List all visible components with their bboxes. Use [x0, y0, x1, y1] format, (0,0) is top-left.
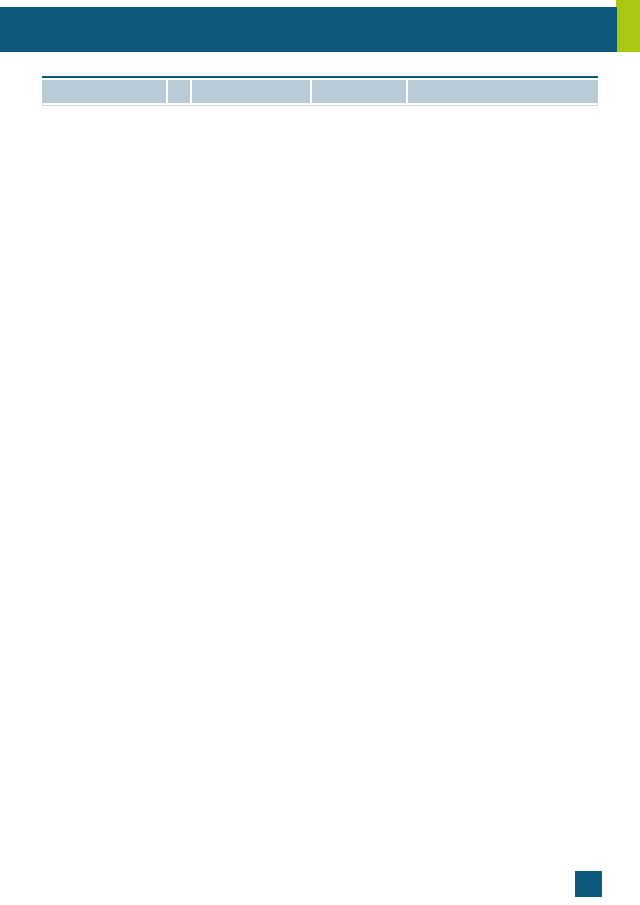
table-header-row — [42, 80, 598, 103]
col-header-fehlerstrom — [408, 80, 598, 103]
header-bar — [0, 7, 617, 52]
page-number-badge — [575, 871, 602, 897]
footnote — [87, 80, 96, 101]
col-header-laststrom — [312, 80, 408, 103]
green-accent-block — [616, 0, 640, 52]
col-header-rcd-typ — [42, 80, 168, 103]
col-header-schaltung — [192, 80, 312, 103]
page-footer — [0, 871, 602, 897]
waveform-table — [42, 80, 598, 106]
divider-rule — [42, 75, 598, 78]
table-body — [42, 103, 598, 106]
col-header-number — [168, 80, 192, 103]
